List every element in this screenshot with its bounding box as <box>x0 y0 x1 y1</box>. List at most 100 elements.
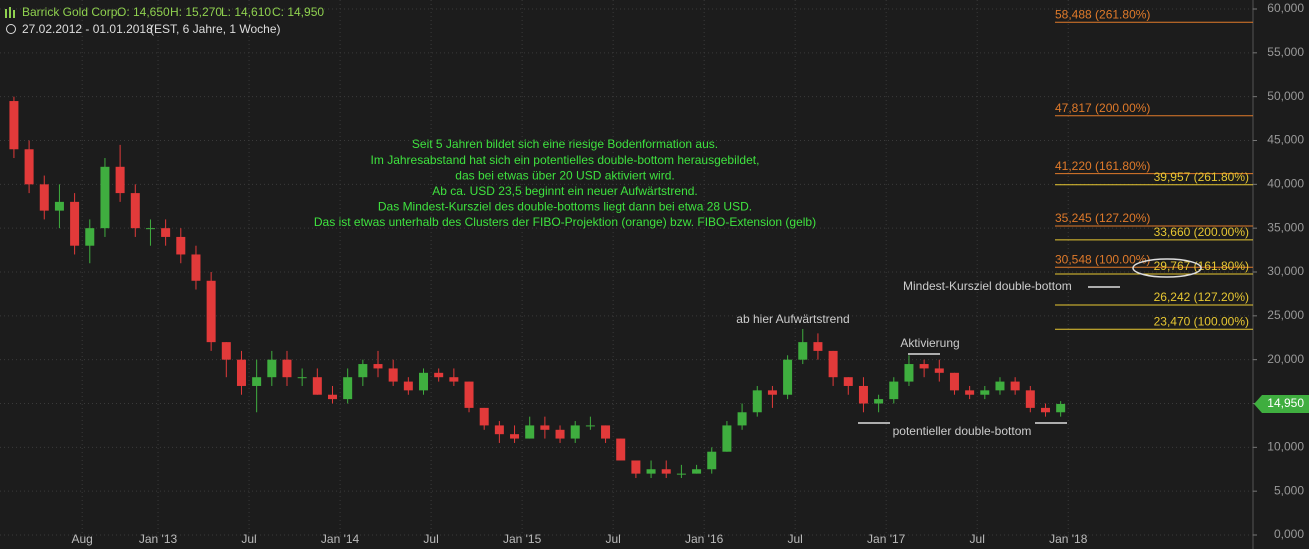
x-tick-label: Aug <box>72 532 93 546</box>
candle-body <box>39 184 49 211</box>
candle-body <box>601 425 611 439</box>
y-tick-label: 40,000 <box>1267 177 1304 191</box>
y-tick-label: 0,000 <box>1274 527 1304 541</box>
comment-line: Ab ca. USD 23,5 beginnt ein neuer Aufwär… <box>432 184 698 198</box>
candle-body <box>843 377 853 386</box>
x-tick-label: Jul <box>241 532 256 546</box>
fibo-label: 35,245 (127.20%) <box>1055 211 1150 225</box>
instrument-name: Barrick Gold Corp. <box>22 5 121 19</box>
candle-body <box>980 390 990 395</box>
y-tick-label: 60,000 <box>1267 1 1304 15</box>
comment-line: Im Jahresabstand hat sich ein potentiell… <box>371 153 760 167</box>
candle-body <box>1056 403 1066 413</box>
period-info: (EST, 6 Jahre, 1 Woche) <box>150 22 281 36</box>
candle-body <box>236 359 246 386</box>
annotation: Mindest-Kursziel double-bottom <box>903 279 1072 293</box>
candle-body <box>252 377 262 386</box>
annotation: Aktivierung <box>900 336 959 350</box>
candle-body <box>828 350 838 378</box>
candle-body <box>737 412 747 426</box>
candle-body <box>206 280 216 343</box>
candle-body <box>464 381 474 408</box>
fibo-label: 41,220 (161.80%) <box>1055 159 1150 173</box>
candle-body <box>221 342 231 360</box>
x-tick-label: Jan '15 <box>503 532 542 546</box>
x-tick-label: Jul <box>970 532 985 546</box>
candle-body <box>904 364 914 382</box>
fibo-label: 26,242 (127.20%) <box>1154 290 1249 304</box>
candle-body <box>1010 381 1020 391</box>
ohlc-open: O: 14,650 <box>117 5 170 19</box>
x-tick-label: Jan '18 <box>1049 532 1088 546</box>
logo-icon <box>5 7 15 18</box>
candle-body <box>570 425 580 439</box>
y-tick-label: 50,000 <box>1267 89 1304 103</box>
candle-body <box>995 381 1005 391</box>
candle-body <box>176 236 186 255</box>
fibo-label: 23,470 (100.00%) <box>1154 314 1249 328</box>
candle-body <box>449 377 459 382</box>
candle-body <box>555 429 565 439</box>
candle-body <box>297 377 307 379</box>
candle-body <box>312 377 322 395</box>
comment-line: Seit 5 Jahren bildet sich eine riesige B… <box>412 137 718 151</box>
candle-body <box>525 425 535 439</box>
y-tick-label: 20,000 <box>1267 352 1304 366</box>
candle-body <box>343 377 353 400</box>
candle-body <box>616 438 626 461</box>
ohlc-high: H: 15,270 <box>170 5 222 19</box>
fibo-label: 39,957 (261.80%) <box>1154 170 1249 184</box>
candle-body <box>813 342 823 351</box>
y-tick-label: 55,000 <box>1267 45 1304 59</box>
candle-body <box>767 390 777 395</box>
last-price-tag <box>1254 394 1309 413</box>
comment-line: das bei etwas über 20 USD aktiviert wird… <box>455 168 674 182</box>
x-tick-label: Jan '13 <box>139 532 178 546</box>
y-tick-label: 25,000 <box>1267 308 1304 322</box>
y-tick-label: 30,000 <box>1267 264 1304 278</box>
candle-body <box>70 201 80 246</box>
candle-body <box>949 372 959 391</box>
candle-body <box>646 469 656 474</box>
candle-body <box>494 425 504 435</box>
clock-icon <box>6 24 16 34</box>
candle-body <box>919 364 929 369</box>
candle-body <box>358 364 368 378</box>
comment-line: Das Mindest-Kursziel des double-bottoms … <box>378 200 752 214</box>
ohlc-close: C: 14,950 <box>272 5 324 19</box>
candle-body <box>85 228 95 246</box>
candle-body <box>403 381 413 391</box>
x-tick-label: Jan '16 <box>685 532 724 546</box>
candle-body <box>1040 407 1050 413</box>
candle-body <box>965 390 975 395</box>
fibo-label: 33,660 (200.00%) <box>1154 225 1249 239</box>
candle-body <box>161 228 171 237</box>
candle-body <box>327 394 337 400</box>
x-tick-label: Jul <box>605 532 620 546</box>
y-tick-label: 10,000 <box>1267 440 1304 454</box>
candle-body <box>934 368 944 373</box>
grid <box>0 0 1253 540</box>
date-range: 27.02.2012 - 01.01.2018 <box>22 22 153 36</box>
candle-body <box>419 372 429 391</box>
candle-body <box>434 372 444 378</box>
candle-body <box>661 469 671 474</box>
candle-body <box>510 434 520 439</box>
x-tick-label: Jan '14 <box>321 532 360 546</box>
candle-body <box>145 228 155 230</box>
candle-body <box>783 359 793 395</box>
x-tick-label: Jul <box>788 532 803 546</box>
candle-body <box>722 425 732 452</box>
highlight-ellipse <box>1132 258 1202 278</box>
x-tick-label: Jan '17 <box>867 532 906 546</box>
candle-body <box>388 368 398 382</box>
candle-body <box>707 451 717 470</box>
last-price-label: 14,950 <box>1267 396 1304 410</box>
candle-body <box>9 101 19 150</box>
candle-body <box>282 359 292 378</box>
candle-body <box>631 460 641 474</box>
candle-body <box>54 201 64 211</box>
candle-body <box>889 381 899 400</box>
y-tick-label: 5,000 <box>1274 483 1304 497</box>
